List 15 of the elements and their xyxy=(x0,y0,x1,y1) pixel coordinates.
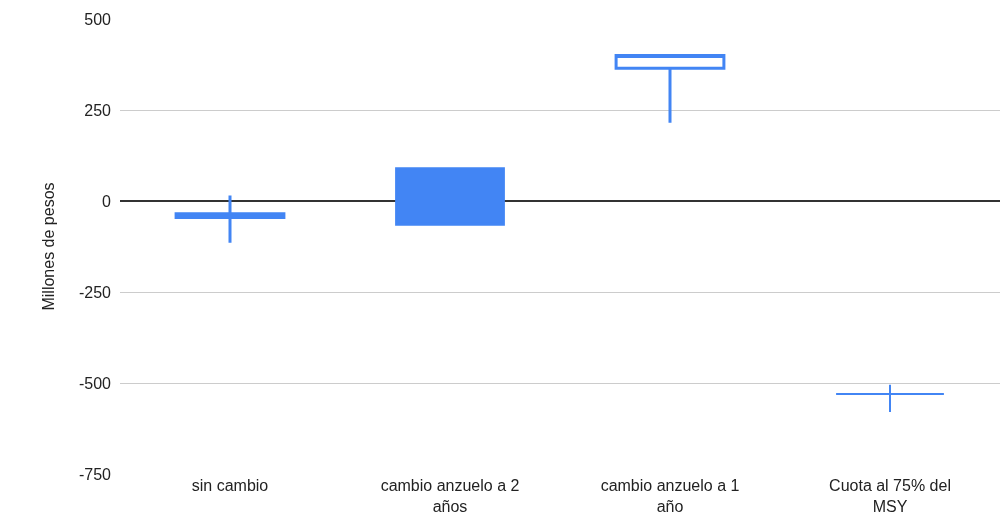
candlestick xyxy=(174,195,286,243)
candlestick xyxy=(395,167,505,226)
y-tick-label: 250 xyxy=(84,101,112,119)
candlestick xyxy=(835,383,945,414)
y-tick-label: 0 xyxy=(102,192,112,210)
y-tick-label: -250 xyxy=(78,283,112,301)
y-tick-label: -500 xyxy=(78,374,112,392)
x-tick-label: cambio anzuelo a 2 años xyxy=(380,477,520,515)
x-tick-label: sin cambio xyxy=(191,477,269,494)
candlestick xyxy=(614,53,726,123)
y-tick-label: -750 xyxy=(78,465,112,483)
y-axis-title: Millones de pesos xyxy=(39,182,57,311)
x-tick-label: cambio anzuelo a 1 año xyxy=(600,477,740,515)
x-tick-label: Cuota al 75% del MSY xyxy=(829,477,951,515)
y-tick-label: 500 xyxy=(84,10,112,28)
